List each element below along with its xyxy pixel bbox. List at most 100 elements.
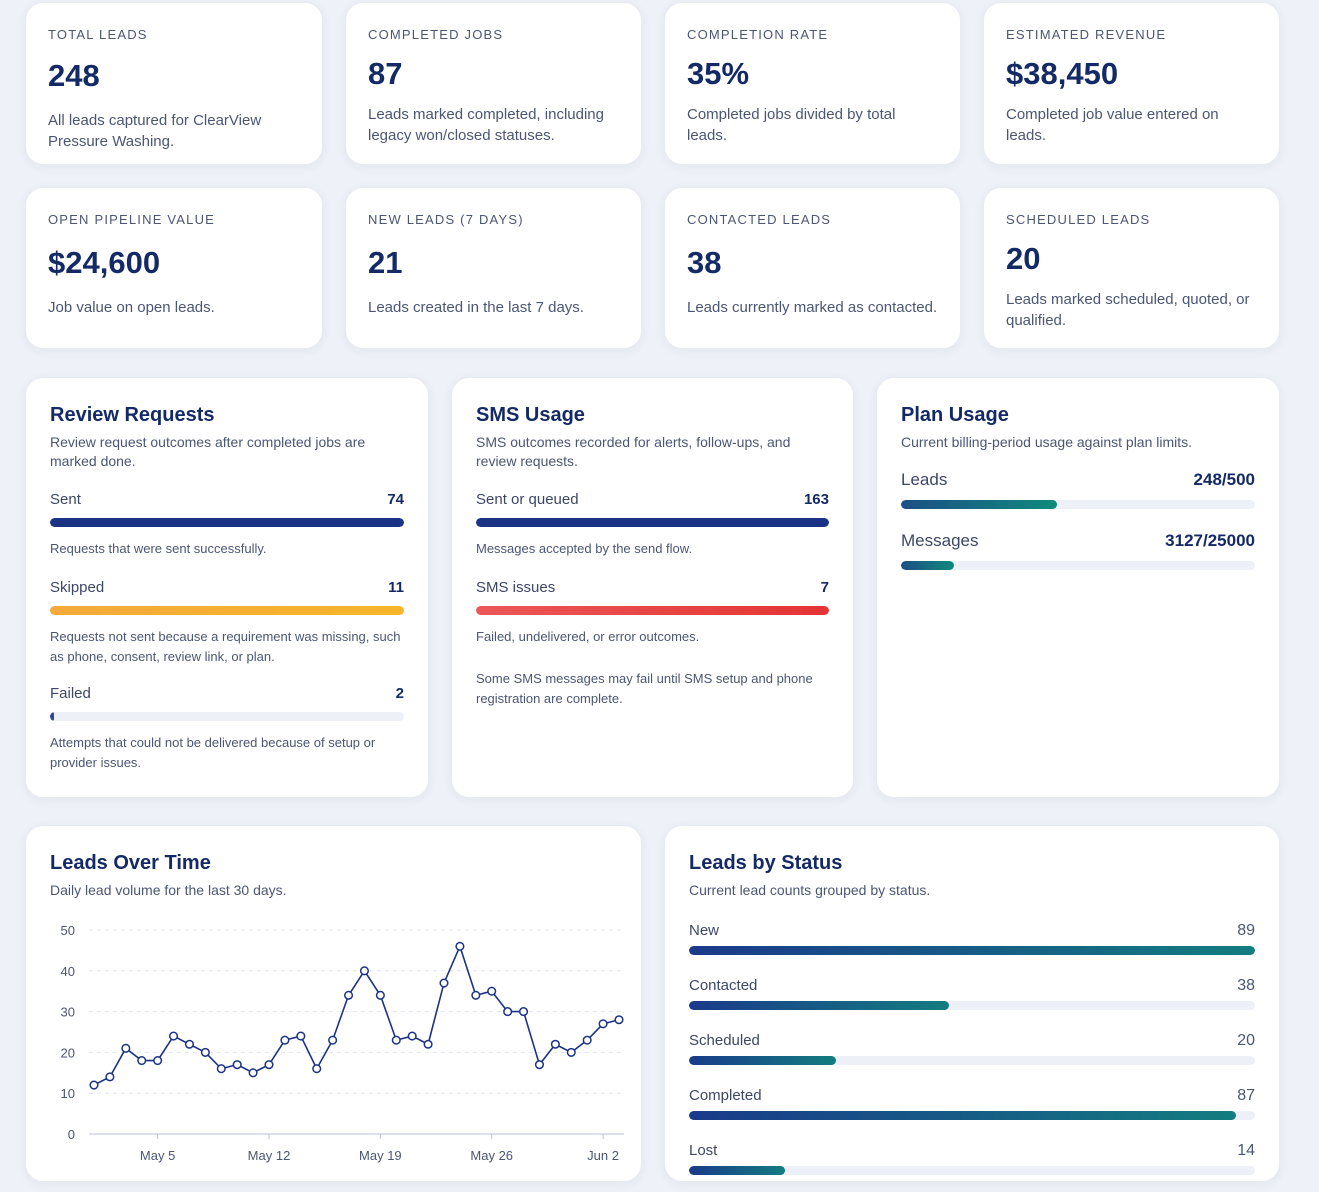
- progress-track: [689, 946, 1255, 955]
- progress-fill: [50, 518, 404, 527]
- progress-track: [689, 1111, 1255, 1120]
- data-point: [550, 1039, 560, 1049]
- progress-fill: [689, 1056, 837, 1065]
- status-count: 89: [1237, 922, 1255, 939]
- data-point: [168, 1031, 179, 1041]
- data-point: [487, 986, 497, 996]
- data-point: [614, 1015, 624, 1025]
- data-point: [216, 1064, 226, 1074]
- metric-failed: Failed 2 Attempts that could not be deli…: [50, 685, 404, 773]
- status-count: 87: [1237, 1087, 1255, 1104]
- metric-sent: Sent 74 Requests that were sent successf…: [50, 491, 404, 559]
- status-label: Lost: [689, 1142, 718, 1159]
- metric-value: 163: [803, 491, 829, 508]
- data-point: [407, 1031, 417, 1041]
- progress-fill: [689, 1001, 950, 1010]
- kpi-description: Leads created in the last 7 days.: [368, 299, 584, 316]
- status-label: Scheduled: [689, 1032, 760, 1049]
- progress-fill: [901, 500, 1057, 509]
- data-point: [153, 1056, 163, 1066]
- data-point: [423, 1039, 433, 1049]
- x-tick-label: May 12: [248, 1148, 291, 1163]
- leads-by-status-card: Leads by Status Current lead counts grou…: [664, 825, 1280, 1182]
- metric-label: Failed: [50, 685, 91, 702]
- series-line: [93, 945, 620, 1086]
- data-point: [439, 978, 449, 988]
- progress-fill: [689, 1166, 786, 1175]
- kpi-label: ESTIMATED REVENUE: [1006, 27, 1167, 42]
- kpi-value: $38,450: [1006, 56, 1119, 91]
- status-count: 20: [1237, 1032, 1255, 1049]
- plan-label: Leads: [901, 470, 948, 489]
- x-tick-label: Jun 2: [587, 1148, 619, 1163]
- status-row: Lost 14: [689, 1142, 1255, 1175]
- kpi-description: All leads captured for ClearView Pressur…: [48, 112, 262, 150]
- metric-skipped: Skipped 11 Requests not sent because a r…: [50, 579, 404, 667]
- progress-fill: [901, 561, 955, 570]
- plan-messages: Messages 3127/25000: [901, 531, 1255, 570]
- status-list: New 89 Contacted 38 Scheduled 20 Completed 87 Lo…: [689, 922, 1255, 1175]
- kpi-value: $24,600: [48, 245, 161, 280]
- kpi-card-open-pipeline: OPEN PIPELINE VALUE $24,600 Job value on…: [25, 187, 323, 349]
- progress-fill: [50, 606, 404, 615]
- kpi-description: Job value on open leads.: [48, 299, 215, 316]
- x-tick-label: May 5: [140, 1148, 175, 1163]
- leads-over-time-card: Leads Over Time Daily lead volume for th…: [25, 825, 642, 1182]
- section-subtitle: Review request outcomes after completed …: [50, 434, 366, 469]
- metric-note: Requests not sent because a requirement …: [50, 629, 401, 664]
- plan-value: 248/500: [1193, 470, 1255, 489]
- kpi-card-contacted-leads: CONTACTED LEADS 38 Leads currently marke…: [664, 187, 961, 349]
- data-point: [566, 1047, 576, 1057]
- kpi-label: SCHEDULED LEADS: [1006, 212, 1151, 227]
- data-point: [296, 1031, 306, 1041]
- kpi-card-estimated-revenue: ESTIMATED REVENUE $38,450 Completed job …: [983, 2, 1280, 165]
- plan-value: 3127/25000: [1165, 531, 1255, 550]
- metric-value: 7: [820, 579, 829, 596]
- progress-fill: [689, 1111, 1236, 1120]
- kpi-value: 38: [687, 245, 722, 280]
- progress-track: [901, 561, 1255, 570]
- kpi-label: NEW LEADS (7 DAYS): [368, 212, 524, 227]
- data-point: [105, 1072, 115, 1082]
- section-title: Leads Over Time: [50, 852, 211, 874]
- progress-track: [476, 518, 829, 527]
- progress-track: [476, 606, 829, 615]
- data-point: [232, 1060, 242, 1070]
- progress-track: [50, 606, 404, 615]
- data-point: [200, 1047, 210, 1057]
- data-point: [89, 1080, 99, 1090]
- progress-track: [689, 1166, 1255, 1175]
- leads-over-time-chart: 0 10 20 30 40 50 May 5 May 12 May 19 May 26 Jun 2: [61, 923, 624, 1163]
- data-point: [391, 1035, 401, 1045]
- metric-value: 74: [387, 491, 404, 508]
- x-tick-label: May 26: [470, 1148, 513, 1163]
- kpi-value: 21: [368, 245, 403, 280]
- metric-sms-issues: SMS issues 7 Failed, undelivered, or err…: [476, 579, 829, 647]
- kpi-value: 20: [1006, 241, 1041, 276]
- kpi-card-scheduled-leads: SCHEDULED LEADS 20 Leads marked schedule…: [983, 187, 1280, 349]
- status-row: New 89: [689, 922, 1255, 955]
- kpi-description: Completed job value entered on leads.: [1006, 106, 1219, 144]
- kpi-label: OPEN PIPELINE VALUE: [48, 212, 216, 227]
- data-point: [328, 1035, 338, 1045]
- data-point: [248, 1068, 258, 1078]
- metric-note: Attempts that could not be delivered bec…: [50, 735, 376, 770]
- y-tick-label: 20: [61, 1045, 75, 1060]
- data-point: [264, 1060, 274, 1070]
- data-point: [137, 1056, 147, 1066]
- data-point: [518, 1007, 529, 1017]
- data-point: [184, 1039, 195, 1049]
- metric-label: Skipped: [50, 579, 105, 596]
- progress-fill: [476, 606, 829, 615]
- progress-fill: [476, 518, 829, 527]
- status-row: Scheduled 20: [689, 1032, 1255, 1065]
- kpi-value: 248: [48, 58, 100, 93]
- metric-sent-queued: Sent or queued 163 Messages accepted by …: [476, 491, 829, 559]
- review-requests-card: Review Requests Review request outcomes …: [25, 377, 429, 798]
- y-tick-label: 10: [61, 1086, 75, 1101]
- progress-fill: [50, 712, 55, 721]
- kpi-description: Completed jobs divided by total leads.: [687, 106, 896, 144]
- data-point: [312, 1064, 322, 1074]
- sms-usage-card: SMS Usage SMS outcomes recorded for aler…: [451, 377, 854, 798]
- metric-note: Failed, undelivered, or error outcomes.: [476, 629, 700, 644]
